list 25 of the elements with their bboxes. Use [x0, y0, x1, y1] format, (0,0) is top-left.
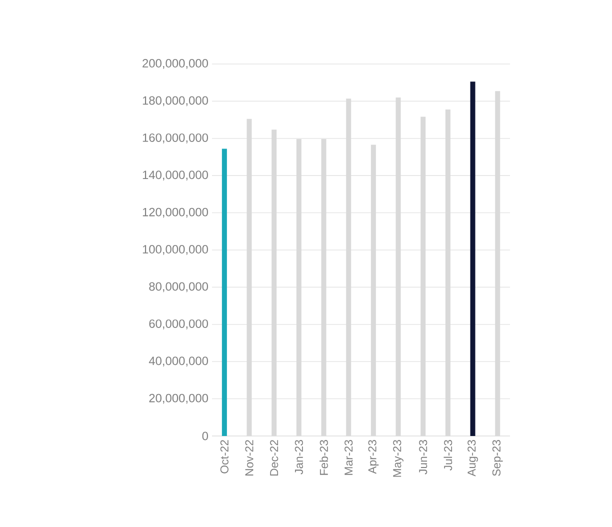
y-tick-label: 160,000,000: [142, 133, 208, 144]
y-tick-label: 40,000,000: [148, 356, 208, 367]
y-tick-label: 100,000,000: [142, 245, 208, 255]
y-tick-label: 180,000,000: [142, 96, 208, 106]
x-tick-label: Jan-23: [294, 440, 303, 474]
y-tick-label: 200,000,000: [142, 59, 208, 69]
x-tick-label: Apr-23: [368, 440, 379, 474]
x-tick-label: Nov-22: [245, 440, 254, 476]
x-tick-label: May-23: [393, 440, 404, 477]
x-tick-label: Jul-23: [444, 440, 452, 471]
x-tick-label: Feb-23: [320, 440, 328, 475]
bar: [470, 82, 476, 436]
y-tick-label: 80,000,000: [149, 282, 208, 292]
y-tick-label: 60,000,000: [149, 319, 208, 330]
y-tick-label: 120,000,000: [142, 208, 208, 218]
y-tick-label: 0: [202, 432, 208, 440]
bar: [222, 148, 227, 436]
y-tick-label: 20,000,000: [149, 394, 208, 404]
x-tick-label: Oct-22: [220, 440, 228, 474]
x-tick-label: Aug-23: [468, 440, 478, 476]
x-tick-label: Dec-22: [270, 440, 278, 476]
y-tick-label: 140,000,000: [142, 170, 208, 181]
x-tick-label: Mar-23: [344, 440, 353, 475]
x-tick-label: Jun-23: [419, 440, 428, 474]
x-tick-label: Sep-23: [492, 440, 503, 476]
